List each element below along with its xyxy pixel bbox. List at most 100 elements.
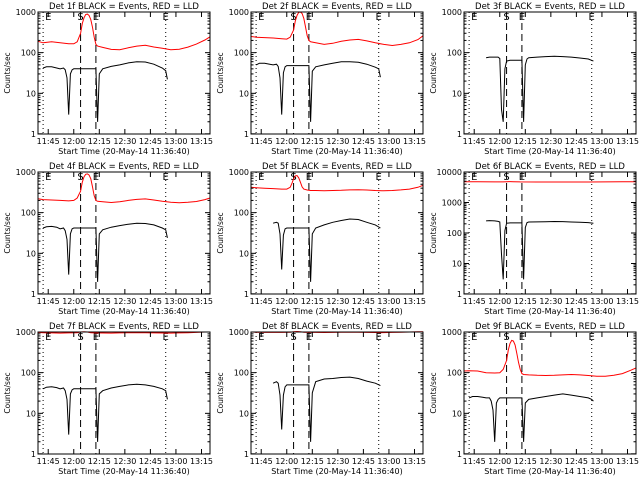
x-tick-label: 12:15 bbox=[301, 297, 324, 306]
plot-frame bbox=[463, 11, 637, 135]
x-tick-label: 12:30 bbox=[539, 457, 562, 466]
event-marker-label: S bbox=[290, 12, 296, 23]
y-tick-label: 1 bbox=[457, 290, 462, 299]
panel-title: Det 2f BLACK = Events, RED = LLD bbox=[262, 2, 412, 12]
x-tick-label: 12:15 bbox=[88, 457, 111, 466]
y-tick-label: 1 bbox=[31, 450, 36, 459]
x-tick-label: 13:15 bbox=[190, 297, 213, 306]
y-tick-label: 10 bbox=[239, 249, 249, 258]
x-axis-label: Start Time (20-May-14 11:36:40) bbox=[58, 147, 189, 156]
x-tick-label: 13:15 bbox=[403, 137, 426, 146]
x-tick-label: 12:00 bbox=[62, 297, 85, 306]
x-tick-label: 12:15 bbox=[514, 297, 537, 306]
x-tick-label: 13:15 bbox=[616, 297, 639, 306]
y-tick-label: 1 bbox=[31, 290, 36, 299]
x-tick-label: 11:45 bbox=[463, 457, 486, 466]
event-marker-label: S bbox=[77, 172, 83, 183]
events-series-line bbox=[486, 55, 594, 122]
event-marker-label: E bbox=[589, 332, 595, 343]
event-marker-label: E bbox=[306, 12, 312, 23]
event-marker-label: E bbox=[589, 12, 595, 23]
y-tick-label: 100 bbox=[234, 49, 249, 58]
y-axis-label: Counts/sec bbox=[216, 52, 225, 93]
y-tick-label: 10 bbox=[26, 409, 36, 418]
y-tick-label: 10000 bbox=[437, 168, 462, 177]
event-marker-label: E bbox=[45, 172, 51, 183]
x-tick-label: 11:45 bbox=[463, 297, 486, 306]
y-tick-label: 100 bbox=[234, 369, 249, 378]
lld-series-line bbox=[250, 174, 424, 192]
x-tick-label: 12:15 bbox=[514, 137, 537, 146]
event-marker-label: E bbox=[471, 332, 477, 343]
x-tick-label: 12:15 bbox=[88, 137, 111, 146]
lld-series-line bbox=[37, 173, 211, 204]
y-axis-label: Counts/sec bbox=[429, 52, 438, 93]
y-tick-label: 1000 bbox=[229, 168, 249, 177]
x-tick-label: 12:30 bbox=[539, 297, 562, 306]
x-tick-label: 13:15 bbox=[190, 457, 213, 466]
x-axis-label: Start Time (20-May-14 11:36:40) bbox=[58, 307, 189, 316]
plot-frame bbox=[250, 11, 424, 135]
x-tick-label: 13:00 bbox=[377, 137, 400, 146]
x-tick-label: 12:00 bbox=[275, 297, 298, 306]
plot-frame bbox=[37, 171, 211, 295]
y-tick-label: 10 bbox=[239, 89, 249, 98]
event-marker-label: E bbox=[519, 12, 525, 23]
x-tick-label: 12:45 bbox=[352, 297, 375, 306]
event-marker-label: E bbox=[376, 12, 382, 23]
panel-title: Det 6f BLACK = Events, RED = LLD bbox=[475, 162, 625, 172]
event-marker-label: E bbox=[258, 172, 264, 183]
y-tick-label: 10 bbox=[26, 89, 36, 98]
x-tick-label: 13:00 bbox=[377, 457, 400, 466]
y-tick-label: 100 bbox=[21, 209, 36, 218]
x-tick-label: 13:15 bbox=[190, 137, 213, 146]
x-tick-label: 13:15 bbox=[403, 297, 426, 306]
y-axis-label: Counts/sec bbox=[429, 372, 438, 413]
events-series-line bbox=[42, 222, 168, 282]
x-tick-label: 12:15 bbox=[514, 457, 537, 466]
x-tick-label: 13:00 bbox=[377, 297, 400, 306]
y-tick-label: 100 bbox=[21, 49, 36, 58]
y-tick-label: 10 bbox=[239, 409, 249, 418]
y-axis-label: Counts/sec bbox=[3, 212, 12, 253]
x-tick-label: 12:30 bbox=[539, 137, 562, 146]
x-tick-label: 11:45 bbox=[250, 457, 273, 466]
x-tick-label: 11:45 bbox=[37, 297, 60, 306]
y-tick-label: 10 bbox=[452, 260, 462, 269]
events-series-line bbox=[42, 383, 168, 442]
x-axis-label: Start Time (20-May-14 11:36:40) bbox=[58, 467, 189, 476]
plot-frame bbox=[37, 11, 211, 135]
y-tick-label: 1000 bbox=[229, 8, 249, 17]
panel-title: Det 9f BLACK = Events, RED = LLD bbox=[475, 322, 625, 332]
x-tick-label: 11:45 bbox=[37, 457, 60, 466]
x-tick-label: 12:45 bbox=[139, 137, 162, 146]
event-marker-label: S bbox=[503, 172, 509, 183]
y-tick-label: 1 bbox=[244, 450, 249, 459]
x-tick-label: 13:15 bbox=[616, 457, 639, 466]
x-tick-label: 12:30 bbox=[113, 137, 136, 146]
y-tick-label: 100 bbox=[447, 49, 462, 58]
events-series-line bbox=[486, 220, 594, 280]
panel-title: Det 4f BLACK = Events, RED = LLD bbox=[49, 162, 199, 172]
x-tick-label: 12:15 bbox=[88, 297, 111, 306]
event-marker-label: S bbox=[503, 12, 509, 23]
event-marker-label: E bbox=[93, 12, 99, 23]
y-axis-label: Counts/sec bbox=[3, 372, 12, 413]
y-tick-label: 1 bbox=[244, 290, 249, 299]
event-marker-label: E bbox=[163, 172, 169, 183]
plot-frame bbox=[250, 331, 424, 455]
x-tick-label: 12:00 bbox=[488, 297, 511, 306]
x-tick-label: 12:30 bbox=[326, 297, 349, 306]
y-tick-label: 10 bbox=[452, 89, 462, 98]
event-marker-label: E bbox=[471, 172, 477, 183]
event-marker-label: E bbox=[306, 172, 312, 183]
x-tick-label: 12:45 bbox=[565, 137, 588, 146]
event-marker-label: E bbox=[376, 172, 382, 183]
y-tick-label: 1000 bbox=[16, 8, 36, 17]
lld-series-line bbox=[463, 339, 637, 377]
event-marker-label: E bbox=[376, 332, 382, 343]
x-axis-label: Start Time (20-May-14 11:36:40) bbox=[271, 147, 402, 156]
